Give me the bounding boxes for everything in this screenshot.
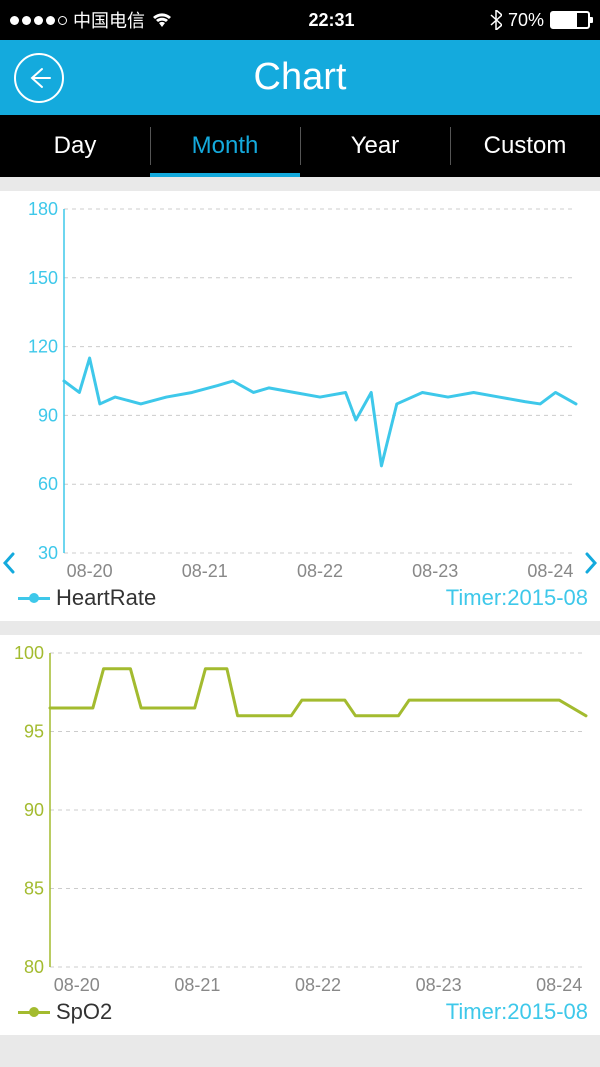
heart-rate-panel: 30 60 90 120 150 180 08-20 08-21 08-22 08-23 08-24…	[0, 191, 600, 621]
bluetooth-icon	[490, 10, 502, 30]
svg-text:120: 120	[28, 337, 58, 357]
tab-year[interactable]: Year	[300, 115, 450, 177]
arrow-left-icon	[26, 65, 52, 91]
svg-text:08-23: 08-23	[412, 561, 458, 581]
tab-month[interactable]: Month	[150, 115, 300, 177]
tab-custom[interactable]: Custom	[450, 115, 600, 177]
chart-prev-button[interactable]	[0, 191, 20, 581]
signal-strength-icon	[10, 16, 67, 25]
spo2-legend: SpO2 Timer:2015-08	[0, 995, 600, 1035]
heart-rate-legend: HeartRate Timer:2015-08	[0, 581, 600, 621]
svg-text:85: 85	[24, 879, 44, 899]
svg-text:08-20: 08-20	[54, 975, 100, 995]
svg-text:95: 95	[24, 722, 44, 742]
spo2-chart: 80 85 90 95 100 08-20 08-21 08-22 08-23 08-24	[0, 635, 600, 995]
svg-text:80: 80	[24, 957, 44, 977]
series-name-label: SpO2	[56, 999, 112, 1025]
svg-text:08-22: 08-22	[297, 561, 343, 581]
battery-pct-label: 70%	[508, 10, 544, 31]
svg-text:180: 180	[28, 199, 58, 219]
spo2-panel: 80 85 90 95 100 08-20 08-21 08-22 08-23 08-24 SpO…	[0, 635, 600, 1035]
svg-text:90: 90	[24, 800, 44, 820]
timer-label: Timer:2015-08	[446, 585, 588, 611]
back-button[interactable]	[14, 53, 64, 103]
svg-text:08-21: 08-21	[182, 561, 228, 581]
svg-text:08-23: 08-23	[416, 975, 462, 995]
tab-label: Month	[192, 132, 259, 160]
svg-text:08-24: 08-24	[536, 975, 582, 995]
page-title: Chart	[0, 56, 600, 99]
svg-text:100: 100	[14, 643, 44, 663]
wifi-icon	[151, 12, 173, 28]
svg-text:30: 30	[38, 543, 58, 563]
series-name-label: HeartRate	[56, 585, 156, 611]
battery-fill	[552, 13, 577, 27]
svg-text:08-22: 08-22	[295, 975, 341, 995]
legend-marker-icon	[18, 597, 50, 600]
tab-label: Custom	[484, 132, 567, 160]
tab-label: Day	[54, 132, 97, 160]
timer-label: Timer:2015-08	[446, 999, 588, 1025]
legend-marker-icon	[18, 1011, 50, 1014]
heart-rate-chart: 30 60 90 120 150 180 08-20 08-21 08-22 08-23 08-24	[20, 191, 580, 581]
chart-next-button[interactable]	[580, 191, 600, 581]
clock-label: 22:31	[308, 10, 354, 31]
svg-text:08-20: 08-20	[67, 561, 113, 581]
svg-text:60: 60	[38, 474, 58, 494]
battery-icon	[550, 11, 590, 29]
svg-text:90: 90	[38, 405, 58, 425]
svg-text:08-24: 08-24	[527, 561, 573, 581]
svg-text:150: 150	[28, 268, 58, 288]
tab-label: Year	[351, 132, 400, 160]
tab-day[interactable]: Day	[0, 115, 150, 177]
nav-header: Chart	[0, 40, 600, 115]
period-tabs: Day Month Year Custom	[0, 115, 600, 177]
svg-text:08-21: 08-21	[174, 975, 220, 995]
carrier-label: 中国电信	[73, 7, 145, 33]
status-bar: 中国电信 22:31 70%	[0, 0, 600, 40]
status-right: 70%	[490, 10, 590, 31]
status-left: 中国电信	[10, 7, 173, 33]
